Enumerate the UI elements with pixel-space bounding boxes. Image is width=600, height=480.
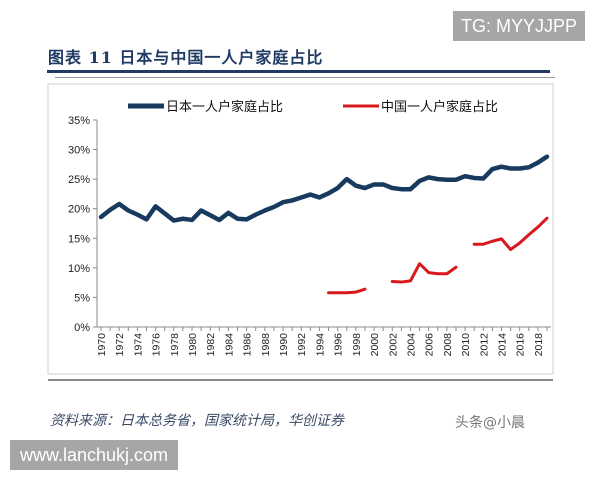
y-tick-label: 15% <box>68 233 90 245</box>
x-tick-label: 1992 <box>296 333 308 357</box>
y-tick-label: 20% <box>68 204 90 216</box>
chart-frame <box>47 83 554 375</box>
x-tick-label: 2006 <box>424 333 436 357</box>
x-tick-label: 1974 <box>132 333 144 357</box>
x-tick-label: 1998 <box>351 333 363 357</box>
x-tick-label: 1994 <box>314 333 326 357</box>
y-tick-label: 5% <box>74 292 90 304</box>
x-tick-label: 1980 <box>187 333 199 357</box>
x-tick-label: 1982 <box>205 333 217 357</box>
x-tick-label: 1986 <box>242 333 254 357</box>
x-tick-label: 2000 <box>369 333 381 357</box>
x-tick-label: 2004 <box>405 333 417 357</box>
y-tick-label: 25% <box>68 174 90 186</box>
source-note: 资料来源：日本总务省，国家统计局，华创证券 <box>50 413 344 429</box>
x-tick-label: 2014 <box>496 333 508 357</box>
title-rule <box>47 70 550 73</box>
bottom-rule <box>48 379 553 381</box>
title-rule-thin <box>55 77 555 78</box>
series-line-japan <box>98 154 550 223</box>
x-tick-label: 1990 <box>278 333 290 357</box>
y-tick-label: 0% <box>74 322 90 334</box>
x-tick-label: 1972 <box>114 333 126 357</box>
x-tick-label: 2016 <box>515 333 527 357</box>
watermark-bottom: www.lanchukj.com <box>10 440 178 470</box>
series-line-china <box>390 262 458 284</box>
y-tick-label: 35% <box>68 115 90 127</box>
x-tick-label: 1978 <box>169 333 181 357</box>
x-tick-label: 1970 <box>96 333 108 357</box>
x-tick-label: 1988 <box>260 333 272 357</box>
x-tick-label: 2018 <box>533 333 545 357</box>
y-tick-label: 10% <box>68 263 90 275</box>
x-tick-label: 1976 <box>151 333 163 357</box>
watermark-top: TG: MYYJJPP <box>453 11 585 41</box>
legend-label: 日本一人户家庭占比 <box>166 99 283 115</box>
x-tick-label: 1984 <box>223 333 235 357</box>
y-tick-label: 30% <box>68 145 90 157</box>
x-tick-label: 2012 <box>478 333 490 357</box>
series-line-china <box>472 216 549 252</box>
watermark-corner: 头条@小晨 <box>455 415 525 431</box>
x-tick-label: 1996 <box>333 333 345 357</box>
legend-label: 中国一人户家庭占比 <box>381 99 498 115</box>
x-tick-label: 2002 <box>387 333 399 357</box>
x-tick-label: 2010 <box>460 333 472 357</box>
figure-title: 图表 11 日本与中国一人户家庭占比 <box>48 48 324 67</box>
x-tick-label: 2008 <box>442 333 454 357</box>
series-line-china <box>327 287 367 295</box>
